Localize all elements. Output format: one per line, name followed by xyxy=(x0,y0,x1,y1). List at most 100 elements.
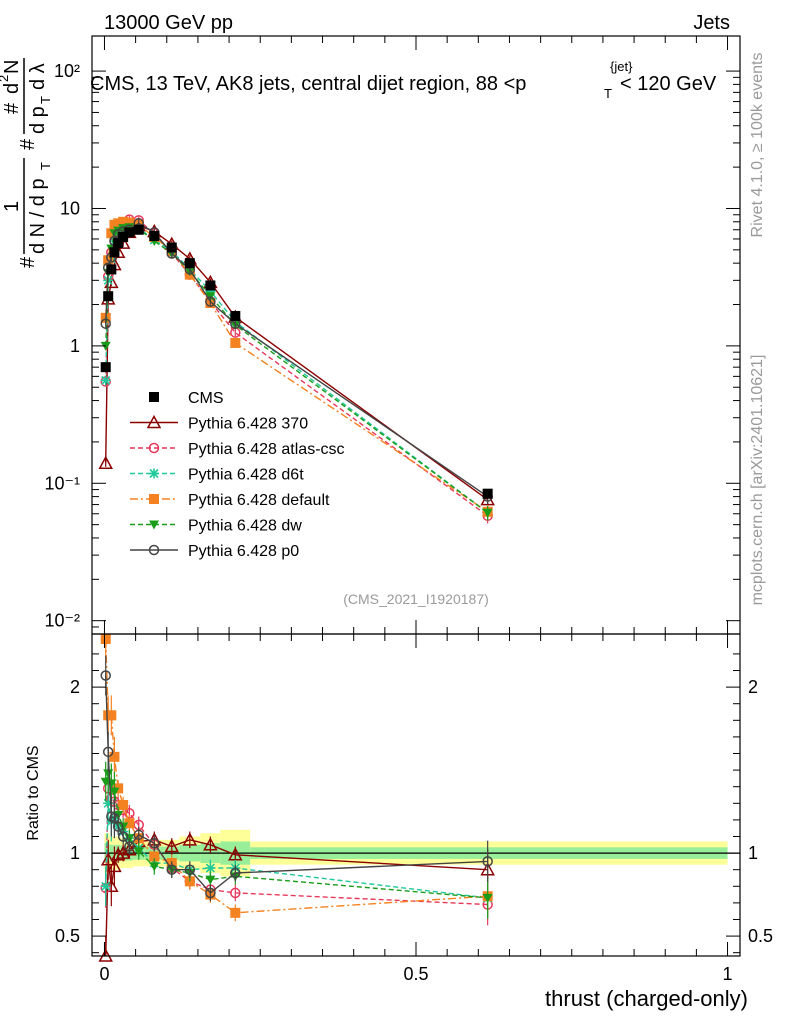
legend-marker-pythia-6-428-d6t xyxy=(149,468,159,479)
legend-marker-pythia-6-428-p0 xyxy=(148,544,160,556)
x-tick-label: 1 xyxy=(723,964,733,984)
ratio-point-pythia-6-428-p0 xyxy=(205,887,216,899)
ratio-point-pythia-6-428-p0 xyxy=(482,856,493,867)
svg-text:T: T xyxy=(38,162,53,170)
ratio-line-pythia-6-428-dw xyxy=(105,771,488,899)
category-label: Jets xyxy=(693,12,730,34)
ratio-point-pythia-6-428-dw xyxy=(205,875,216,885)
legend-marker-pythia-6-428-370 xyxy=(146,414,162,429)
ratio-point-pythia-6-428-default xyxy=(149,851,160,862)
legend-marker-pythia-6-428-default xyxy=(149,494,159,504)
ratio-point-pythia-6-428-dw xyxy=(106,779,117,789)
ratio-point-pythia-6-428-default xyxy=(100,633,111,644)
legend-label-pythia-6-428-p0: Pythia 6.428 p0 xyxy=(188,543,299,560)
main-point-pythia-6-428-default xyxy=(124,217,135,228)
ratio-point-pythia-6-428-p0 xyxy=(109,812,120,824)
ratio-point-pythia-6-428-370 xyxy=(100,852,116,866)
x-tick-label: 0.5 xyxy=(403,964,428,984)
main-y-tick-label: 10 xyxy=(60,198,80,218)
ratio-point-pythia-6-428-d6t xyxy=(100,881,111,892)
plot-title: CMS, 13 TeV, AK8 jets, central dijet reg… xyxy=(90,59,717,101)
main-point-pythia-6-428-default xyxy=(118,216,129,227)
legend-marker-cms xyxy=(149,392,159,402)
svg-text:d N / d p: d N / d p xyxy=(27,178,49,254)
ratio-line-pythia-6-428-default xyxy=(105,638,488,914)
main-point-pythia-6-428-d6t xyxy=(100,375,111,386)
ratio-plot-frame xyxy=(91,633,741,957)
ratio-point-pythia-6-428-default xyxy=(124,818,135,829)
ratio-y-tick-label: 2 xyxy=(70,677,80,697)
svg-text:CMS, 13 TeV, AK8 jets, central: CMS, 13 TeV, AK8 jets, central dijet reg… xyxy=(90,73,526,95)
ratio-point-pythia-6-428-370 xyxy=(203,837,218,851)
svg-text:#: # xyxy=(1,102,23,114)
legend-label-pythia-6-428-370: Pythia 6.428 370 xyxy=(188,416,308,433)
ratio-point-pythia-6-428-atlas-csc xyxy=(230,887,241,899)
main-point-pythia-6-428-p0 xyxy=(205,296,216,307)
main-y-tick-label: 10⁻¹ xyxy=(44,473,80,493)
ratio-point-pythia-6-428-dw xyxy=(133,847,144,857)
svg-text:< 120 GeV: < 120 GeV xyxy=(620,73,717,95)
ratio-y-tick-label-right: 0.5 xyxy=(748,926,773,946)
ratio-point-pythia-6-428-d6t xyxy=(205,863,216,874)
main-y-axis-label: # d N / d p T 1 # d p T d λ # d 2 N xyxy=(0,58,53,268)
ratio-point-pythia-6-428-default xyxy=(230,907,241,918)
main-point-pythia-6-428-370 xyxy=(480,492,495,506)
main-point-cms xyxy=(482,488,493,499)
ratio-point-pythia-6-428-p0 xyxy=(102,746,114,758)
ratio-point-pythia-6-428-p0 xyxy=(124,841,135,852)
main-point-cms xyxy=(106,264,117,275)
main-point-cms xyxy=(230,310,241,321)
ratio-point-pythia-6-428-370 xyxy=(182,832,198,846)
main-point-cms xyxy=(109,247,120,258)
main-point-cms xyxy=(166,242,177,253)
ratio-point-pythia-6-428-p0 xyxy=(100,670,111,681)
svg-text:d λ: d λ xyxy=(27,63,49,90)
main-y-tick-label: 10² xyxy=(54,61,80,81)
ratio-point-pythia-6-428-p0 xyxy=(184,864,196,875)
x-axis-label: thrust (charged-only) xyxy=(545,986,748,1011)
ratio-y-axis-label: Ratio to CMS xyxy=(25,745,42,840)
main-point-cms xyxy=(133,224,144,235)
ratio-point-pythia-6-428-p0 xyxy=(166,864,178,875)
svg-text:2: 2 xyxy=(0,75,11,82)
svg-text:#: # xyxy=(17,138,39,150)
ratio-point-pythia-6-428-370 xyxy=(110,847,126,861)
svg-text:d: d xyxy=(1,83,23,94)
main-point-cms xyxy=(113,238,124,249)
ratio-y-tick-label-right: 2 xyxy=(748,677,758,697)
ratio-point-pythia-6-428-dw xyxy=(109,787,120,797)
legend-marker-pythia-6-428-atlas-csc xyxy=(148,442,160,454)
ratio-point-pythia-6-428-370 xyxy=(115,845,131,859)
svg-text:#: # xyxy=(17,256,39,268)
ratio-y-tick-label: 1 xyxy=(70,843,80,863)
ratio-point-pythia-6-428-dw xyxy=(103,769,114,779)
main-point-cms xyxy=(205,280,216,291)
ratio-y-tick-label-right: 1 xyxy=(748,843,758,863)
main-point-pythia-6-428-default xyxy=(106,228,117,239)
legend-marker-pythia-6-428-dw xyxy=(149,520,159,530)
svg-text:{jet}: {jet} xyxy=(610,59,633,74)
main-point-cms xyxy=(100,362,111,373)
ratio-point-pythia-6-428-370 xyxy=(164,838,180,853)
ratio-y-tick-label: 0.5 xyxy=(55,926,80,946)
main-point-cms xyxy=(184,258,195,269)
main-line-pythia-6-428-370 xyxy=(105,224,489,501)
legend-label-pythia-6-428-atlas-csc: Pythia 6.428 atlas-csc xyxy=(188,441,345,458)
ratio-point-pythia-6-428-default xyxy=(118,799,129,810)
ratio-point-pythia-6-428-p0 xyxy=(133,829,144,841)
main-y-tick-label: 10⁻² xyxy=(44,611,80,631)
ratio-point-pythia-6-428-default xyxy=(106,710,117,721)
legend: CMS Pythia 6.428 370 Pythia 6.428 atlas-cs… xyxy=(130,390,345,560)
main-point-cms xyxy=(149,231,160,242)
source-label: mcplots.cern.ch [arXiv:2401.10621] xyxy=(749,355,766,606)
ratio-point-pythia-6-428-p0 xyxy=(112,821,124,832)
main-point-cms xyxy=(103,291,114,302)
main-y-tick-label: 1 xyxy=(70,336,80,356)
ratio-point-pythia-6-428-p0 xyxy=(230,867,241,879)
legend-label-pythia-6-428-dw: Pythia 6.428 dw xyxy=(188,518,302,535)
legend-label-cms: CMS xyxy=(188,390,224,407)
main-point-cms xyxy=(124,227,135,238)
main-point-pythia-6-428-default xyxy=(230,337,241,348)
ratio-point-pythia-6-428-p0 xyxy=(149,837,160,849)
